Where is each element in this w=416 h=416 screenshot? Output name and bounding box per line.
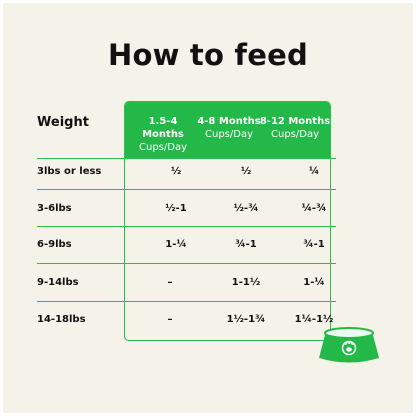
table-cell: ½ — [240, 166, 252, 177]
table-divider — [37, 301, 336, 302]
column-header-unit: Cups/Day — [139, 142, 187, 153]
table-divider — [37, 226, 336, 227]
weight-label: 6-9lbs — [37, 239, 72, 250]
table-cell: 1¼-1½ — [294, 314, 334, 325]
column-header-1-4-months: 1.5-4 Months Cups/Day — [127, 115, 199, 154]
table-cell: ¼ — [308, 166, 320, 177]
dog-bowl-paw-icon — [311, 327, 387, 365]
table-divider — [37, 158, 336, 159]
table-cell: ½ — [170, 166, 182, 177]
table-cell: – — [167, 314, 173, 325]
column-header-unit: Cups/Day — [271, 129, 319, 140]
weight-label: 3lbs or less — [37, 166, 102, 177]
table-divider — [37, 263, 336, 264]
table-cell: 1-¼ — [165, 239, 187, 250]
column-header-months: 4-8 Months — [197, 116, 261, 127]
column-header-months: 1.5-4 Months — [142, 116, 184, 140]
table-cell: ¾-1 — [303, 239, 325, 250]
column-header-months: 8-12 Months — [259, 116, 331, 127]
table-cell: ½-1 — [165, 203, 187, 214]
table-cell: ¾-1 — [235, 239, 257, 250]
column-header-unit: Cups/Day — [205, 129, 253, 140]
weight-column-header: Weight — [37, 115, 89, 130]
page-title: How to feed — [108, 38, 308, 72]
table-cell: 1-¼ — [303, 277, 325, 288]
weight-label: 3-6lbs — [37, 203, 72, 214]
column-header-8-12-months: 8-12 Months Cups/Day — [259, 115, 331, 141]
table-cell: 1-1½ — [231, 277, 261, 288]
weight-label: 9-14lbs — [37, 277, 79, 288]
table-cell: – — [167, 277, 173, 288]
table-cell: ½-¾ — [233, 203, 259, 214]
weight-label: 14-18lbs — [37, 314, 86, 325]
table-cell: ¼-¾ — [301, 203, 327, 214]
table-divider — [37, 189, 336, 190]
table-cell: 1½-1¾ — [226, 314, 266, 325]
column-header-4-8-months: 4-8 Months Cups/Day — [193, 115, 265, 141]
portion-table-frame: 1.5-4 Months Cups/Day 4-8 Months Cups/Da… — [124, 101, 331, 341]
table-header-band: 1.5-4 Months Cups/Day 4-8 Months Cups/Da… — [125, 102, 330, 158]
